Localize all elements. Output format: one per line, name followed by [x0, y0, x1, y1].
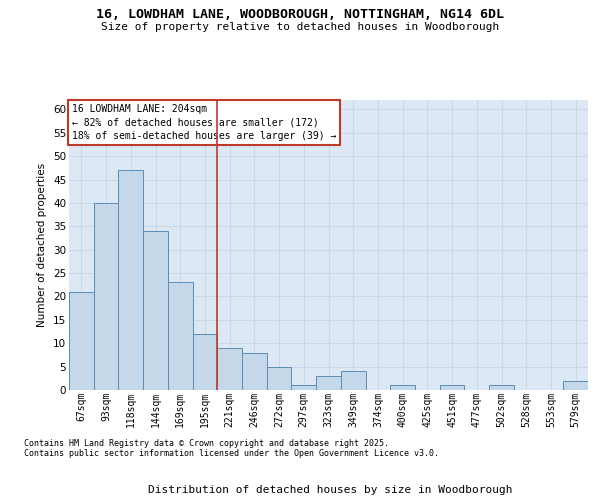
Text: Contains public sector information licensed under the Open Government Licence v3: Contains public sector information licen… [24, 448, 439, 458]
Bar [390, 386, 415, 390]
Bar [242, 352, 267, 390]
Bar [143, 231, 168, 390]
Bar [94, 203, 118, 390]
Bar [193, 334, 217, 390]
Bar [168, 282, 193, 390]
Text: Size of property relative to detached houses in Woodborough: Size of property relative to detached ho… [101, 22, 499, 32]
Bar [440, 386, 464, 390]
Text: 16, LOWDHAM LANE, WOODBOROUGH, NOTTINGHAM, NG14 6DL: 16, LOWDHAM LANE, WOODBOROUGH, NOTTINGHA… [96, 8, 504, 20]
Text: 16 LOWDHAM LANE: 204sqm
← 82% of detached houses are smaller (172)
18% of semi-d: 16 LOWDHAM LANE: 204sqm ← 82% of detache… [71, 104, 336, 141]
Bar [267, 366, 292, 390]
Bar [341, 372, 365, 390]
Bar [563, 380, 588, 390]
Text: Contains HM Land Registry data © Crown copyright and database right 2025.: Contains HM Land Registry data © Crown c… [24, 438, 389, 448]
Bar [217, 348, 242, 390]
Y-axis label: Number of detached properties: Number of detached properties [37, 163, 47, 327]
Bar [292, 386, 316, 390]
Bar [69, 292, 94, 390]
Bar [316, 376, 341, 390]
Bar [118, 170, 143, 390]
Bar [489, 386, 514, 390]
Text: Distribution of detached houses by size in Woodborough: Distribution of detached houses by size … [148, 485, 512, 495]
